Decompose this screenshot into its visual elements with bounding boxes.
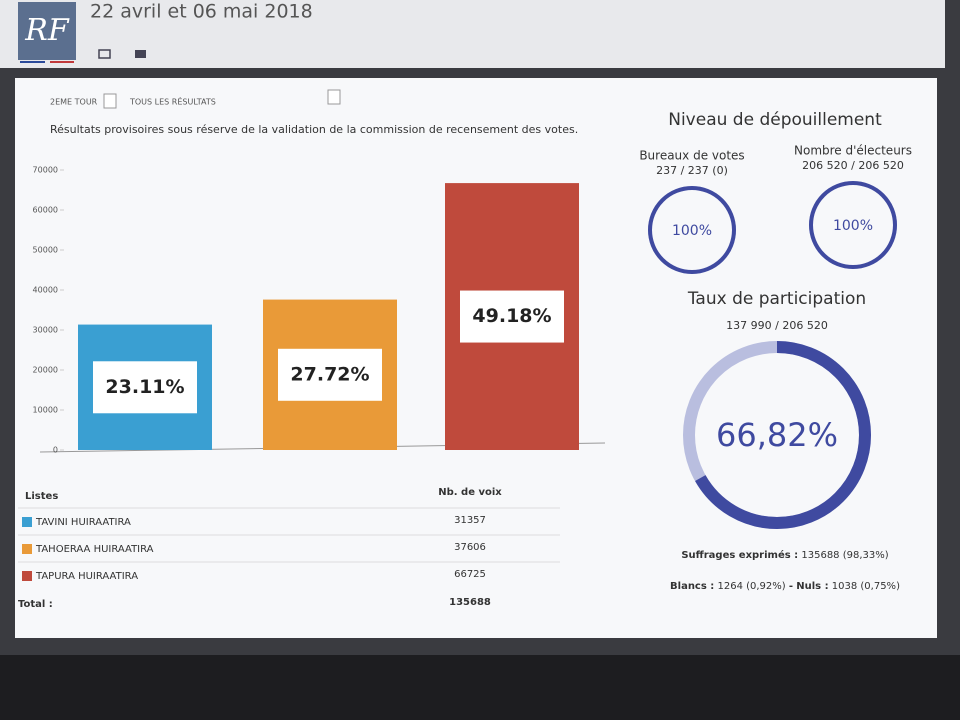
exprimes: Suffrages exprimés : 135688 (98,33%) [681, 549, 888, 561]
gauge-label: Nombre d'électeurs [794, 144, 912, 158]
y-tick-label: 60000 [33, 206, 58, 215]
participation-percent: 66,82% [716, 416, 838, 454]
logo-box [18, 2, 76, 60]
ring-arc [809, 181, 897, 269]
legend-swatch [22, 517, 32, 527]
list-name: TAPURA HUIRAATIRA [35, 571, 138, 582]
mail-icon[interactable] [135, 50, 146, 58]
vote-count: 37606 [454, 542, 486, 553]
y-tick-label: 70000 [33, 166, 58, 175]
bar-label-box [460, 290, 564, 343]
gauge-percent: 100% [672, 223, 712, 239]
nuls-label: Nuls : [796, 581, 828, 592]
legend-swatch [22, 571, 32, 581]
gauge-label: Bureaux de votes [639, 149, 744, 163]
gauge-percent: 100% [833, 218, 873, 234]
bar-label: 49.18% [472, 305, 551, 327]
chart-icon[interactable] [98, 49, 111, 59]
gauge-detail: 206 520 / 206 520 [802, 159, 904, 172]
vote-count: 66725 [454, 569, 486, 580]
y-tick-label: 20000 [33, 366, 58, 375]
exprimes-label: Suffrages exprimés : [681, 549, 798, 561]
nuls-text: 1038 (0,75%) [832, 581, 900, 592]
page-title: 22 avril et 06 mai 2018 [90, 1, 313, 23]
y-tick-label: 10000 [33, 406, 58, 415]
vote-count: 31357 [454, 515, 486, 526]
list-name: TAVINI HUIRAATIRA [35, 517, 131, 528]
logo: RF [24, 13, 70, 48]
blancs-nuls: Blancs : 1264 (0,92%) - Nuls : 1038 (0,7… [670, 581, 900, 592]
separator: - [789, 581, 793, 592]
round-select[interactable]: 2EME TOUR [50, 98, 98, 107]
legend-swatch [22, 544, 32, 554]
header-bar [0, 0, 945, 68]
bar-label-box [93, 361, 197, 414]
dropdown-button[interactable] [327, 89, 341, 105]
results-select[interactable]: TOUS LES RÉSULTATS [129, 96, 216, 107]
participation-detail: 137 990 / 206 520 [726, 319, 828, 332]
dropdown-button[interactable] [103, 93, 117, 109]
exprimes-text: 135688 (98,33%) [801, 550, 888, 561]
gauge-detail: 237 / 237 (0) [656, 164, 728, 177]
bar-label: 27.72% [290, 363, 369, 385]
participation-title: Taux de participation [687, 289, 866, 309]
y-tick-label: 30000 [33, 326, 58, 335]
bar-label: 23.11% [105, 376, 184, 398]
y-tick-label: 40000 [33, 286, 58, 295]
total-value: 135688 [449, 597, 491, 608]
ring-arc [683, 341, 871, 529]
y-tick-label: 50000 [33, 246, 58, 255]
blancs-label: Blancs : [670, 581, 714, 592]
panel-title: Niveau de dépouillement [668, 110, 882, 130]
bar-label-box [278, 348, 382, 401]
screen-bottom [0, 655, 960, 720]
table-header: Nb. de voix [438, 487, 502, 498]
list-name: TAHOERAA HUIRAATIRA [35, 544, 154, 555]
table-header: Listes [25, 491, 58, 502]
total-label: Total : [18, 599, 53, 610]
note: Résultats provisoires sous réserve de la… [50, 123, 578, 136]
blancs-text: 1264 (0,92%) [717, 581, 785, 592]
ring-arc [648, 186, 736, 274]
y-tick-label: 0 [53, 446, 58, 455]
